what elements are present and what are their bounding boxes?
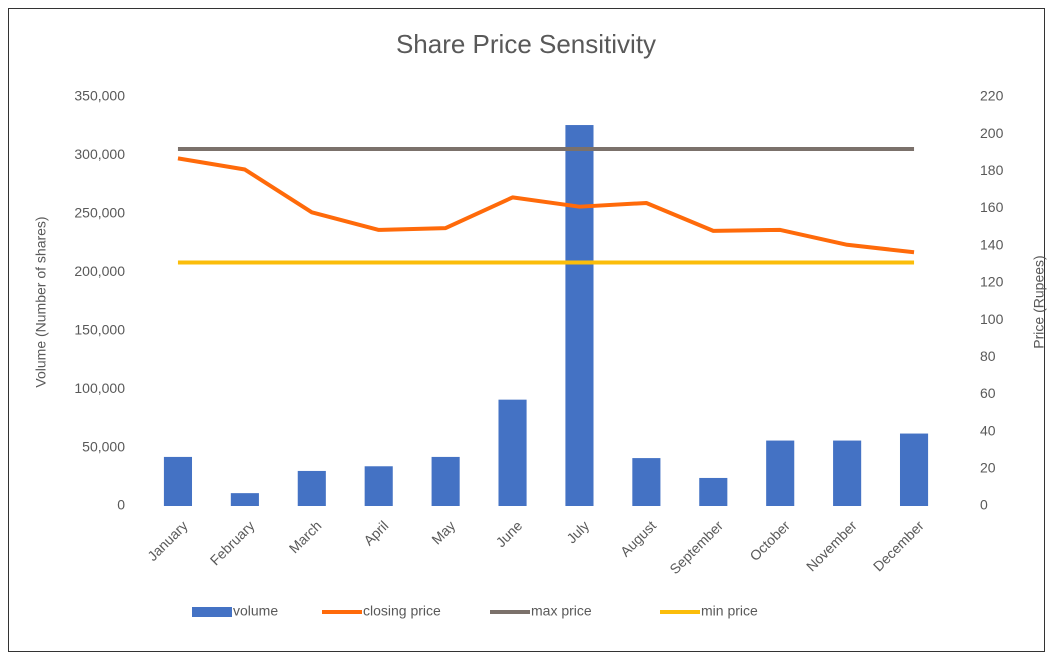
legend-label: closing price xyxy=(363,603,441,619)
bar xyxy=(431,456,460,506)
y2-axis-label: Price (Rupees) xyxy=(1031,255,1047,348)
y2-tick-label: 140 xyxy=(980,236,1004,252)
bar xyxy=(699,477,728,506)
bar xyxy=(632,458,661,506)
legend-label: min price xyxy=(701,603,758,619)
bar xyxy=(498,399,527,506)
line-series xyxy=(177,156,915,255)
bar xyxy=(163,456,193,506)
y2-tick-label: 120 xyxy=(980,274,1004,290)
bar xyxy=(297,470,326,506)
legend-swatch xyxy=(192,607,232,617)
y-tick-label: 250,000 xyxy=(74,205,125,221)
y-tick-label: 300,000 xyxy=(74,146,125,162)
y-axis-label: Volume (Number of shares) xyxy=(33,216,49,387)
bar xyxy=(565,125,594,506)
chart-frame xyxy=(8,8,1045,652)
bar xyxy=(833,440,862,506)
legend-label: volume xyxy=(233,603,278,619)
y2-tick-label: 100 xyxy=(980,311,1004,327)
y-tick-label: 100,000 xyxy=(74,380,125,396)
y2-tick-label: 0 xyxy=(980,497,988,513)
y-tick-label: 150,000 xyxy=(74,321,125,337)
y2-tick-label: 180 xyxy=(980,162,1004,178)
bar xyxy=(899,433,929,506)
y2-tick-label: 40 xyxy=(980,422,996,438)
y-tick-label: 350,000 xyxy=(74,88,125,104)
y2-tick-label: 60 xyxy=(980,385,996,401)
legend-label: max price xyxy=(531,603,592,619)
bar xyxy=(230,493,259,506)
y2-tick-label: 220 xyxy=(980,88,1004,104)
chart-title: Share Price Sensitivity xyxy=(396,29,656,59)
y2-tick-label: 160 xyxy=(980,199,1004,215)
bar xyxy=(364,466,393,506)
y-tick-label: 200,000 xyxy=(74,263,125,279)
bar xyxy=(766,440,795,506)
y2-tick-label: 200 xyxy=(980,125,1004,141)
y-tick-label: 0 xyxy=(117,497,125,513)
y2-tick-label: 80 xyxy=(980,348,996,364)
y2-tick-label: 20 xyxy=(980,460,996,476)
y-tick-label: 50,000 xyxy=(82,438,125,454)
